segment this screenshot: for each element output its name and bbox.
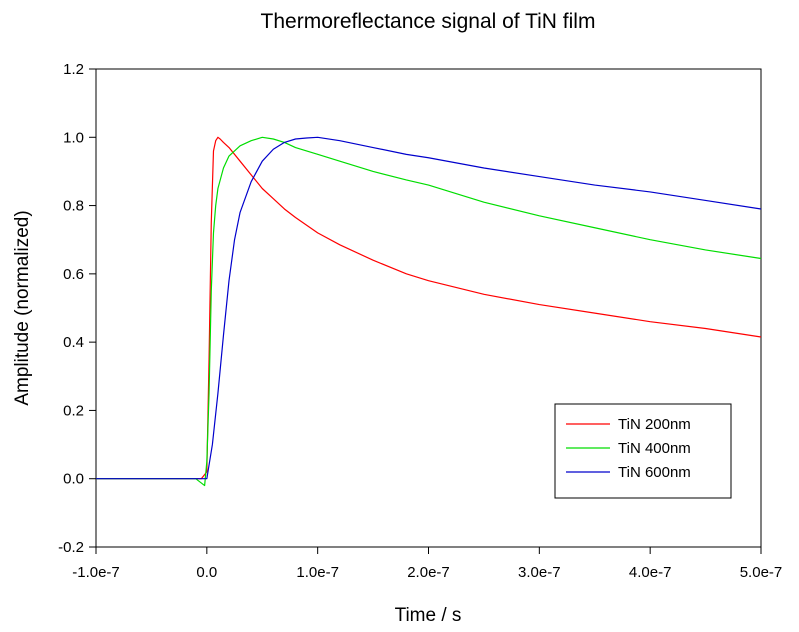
y-tick-label: 1.2: [63, 61, 84, 78]
x-tick-label: 3.0e-7: [518, 564, 561, 581]
y-tick-label: 0.4: [63, 334, 84, 351]
x-tick-label: -1.0e-7: [72, 564, 120, 581]
legend-label-1: TiN 200nm: [618, 416, 691, 433]
x-tick-label: 2.0e-7: [407, 564, 450, 581]
x-tick-label: 0.0: [196, 564, 217, 581]
x-axis-title: Time / s: [395, 605, 462, 626]
y-tick-label: 0.0: [63, 471, 84, 488]
series-line-3: [96, 136, 762, 480]
x-axis-ticks: -1.0e-7 0.0 1.0e-7 2.0e-7 3.0e-7 4.0e-7 5.0e-7: [72, 547, 782, 581]
x-tick-label: 4.0e-7: [629, 564, 672, 581]
legend-label-3: TiN 600nm: [618, 464, 691, 481]
y-tick-label: 0.6: [63, 266, 84, 283]
y-axis-ticks: -0.2 0.0 0.2 0.4 0.6 0.8 1.0 1.2: [58, 61, 96, 556]
y-tick-label: 0.8: [63, 198, 84, 215]
legend-label-2: TiN 400nm: [618, 440, 691, 457]
y-tick-label: 1.0: [63, 129, 84, 146]
legend-box: [554, 403, 732, 499]
y-tick-label: 0.2: [63, 402, 84, 419]
y-axis-title: Amplitude (normalized): [12, 210, 33, 405]
x-tick-label: 5.0e-7: [740, 564, 783, 581]
series-line-2: [96, 136, 762, 487]
series-line-1: [96, 136, 762, 480]
legend: TiN 200nm TiN 400nm TiN 600nm: [554, 403, 732, 499]
y-tick-label: -0.2: [58, 539, 84, 556]
x-tick-label: 1.0e-7: [296, 564, 339, 581]
chart-title: Thermoreflectance signal of TiN film: [261, 10, 596, 33]
series-group: [96, 136, 762, 487]
